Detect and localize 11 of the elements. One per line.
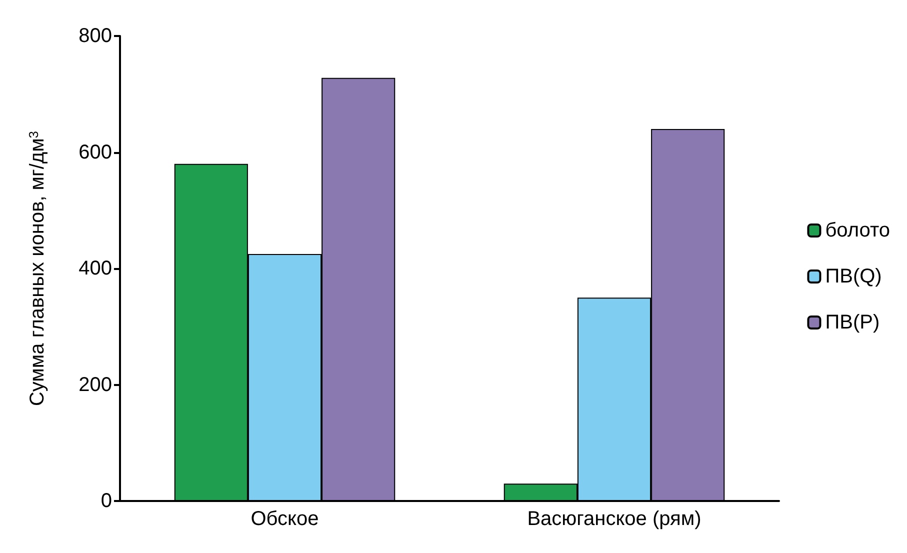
legend-label: ПВ(Р) bbox=[825, 312, 880, 334]
x-tick-label: Обское bbox=[250, 508, 319, 530]
legend-label: ПВ(Q) bbox=[825, 266, 882, 288]
y-tick-label: 200 bbox=[78, 374, 112, 396]
y-tick-label: 600 bbox=[78, 141, 112, 164]
y-axis-title: Сумма главных ионов, мг/дм3 bbox=[26, 130, 48, 406]
legend-label: болото bbox=[825, 220, 890, 242]
y-tick-label: 0 bbox=[100, 490, 112, 512]
y-tick-label: 800 bbox=[78, 25, 112, 47]
y-tick-label: 400 bbox=[78, 258, 112, 280]
x-tick-label: Васюганское (рям) bbox=[527, 508, 702, 530]
